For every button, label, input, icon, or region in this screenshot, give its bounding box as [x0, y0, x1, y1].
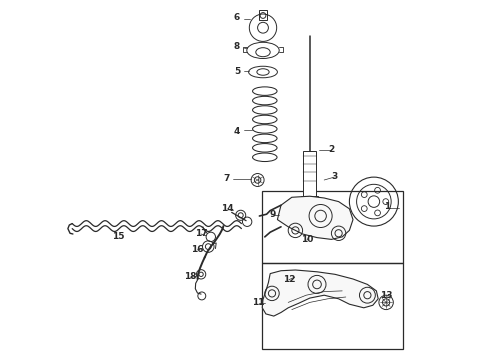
- Bar: [301, 196, 319, 220]
- Text: 14: 14: [221, 203, 234, 212]
- Bar: [262, 191, 403, 263]
- Text: 3: 3: [331, 172, 338, 181]
- Polygon shape: [262, 270, 378, 316]
- Text: 18: 18: [184, 272, 196, 281]
- Text: 15: 15: [112, 233, 124, 242]
- Bar: [259, 10, 268, 20]
- Text: 9: 9: [270, 210, 276, 219]
- Text: 2: 2: [328, 145, 335, 154]
- Text: 1: 1: [384, 202, 391, 211]
- Text: 16: 16: [191, 245, 204, 253]
- Bar: [262, 263, 403, 349]
- Text: 4: 4: [234, 127, 240, 136]
- Text: 13: 13: [380, 291, 392, 300]
- Text: 5: 5: [234, 68, 240, 77]
- Bar: [303, 151, 316, 198]
- Text: 8: 8: [234, 42, 240, 51]
- Text: 12: 12: [283, 274, 295, 284]
- Text: 6: 6: [234, 13, 240, 22]
- Text: 17: 17: [195, 229, 207, 238]
- Text: 7: 7: [223, 174, 229, 183]
- Text: 11: 11: [252, 298, 265, 307]
- Text: 10: 10: [301, 235, 313, 244]
- Polygon shape: [277, 196, 353, 239]
